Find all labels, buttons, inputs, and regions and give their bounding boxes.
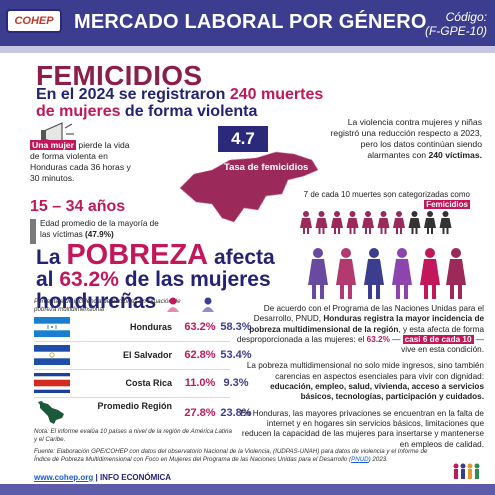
male-value: 53.4% [220, 349, 252, 361]
latin-america-map-icon [38, 401, 64, 424]
country-name: Honduras [129, 322, 172, 332]
male-value: 58.3% [220, 321, 252, 333]
p1-a: De acuerdo con el Programa de las Nacion… [253, 304, 484, 324]
code-label-line2: (F-GPE-10) [424, 24, 487, 38]
table-row: Costa Rica 11.0% 9.3% [34, 373, 249, 393]
el-salvador-flag-icon [34, 345, 70, 365]
page-title: MERCADO LABORAL POR GÉNERO [74, 11, 427, 33]
honduras-flag-icon [34, 317, 70, 337]
p1-pct: 63.2% [366, 334, 390, 344]
woman-figure-icon [362, 211, 374, 234]
female-value: 63.2% [184, 321, 216, 333]
p1-e: — [389, 334, 403, 344]
paragraph-2: La pobreza multidimensional no solo mide… [236, 361, 484, 402]
mujer-text: pierde la vida de forma violenta en Hond… [30, 140, 131, 183]
pobreza-title-a: La [36, 246, 67, 269]
violence-note-count: 240 víctimas. [428, 150, 482, 160]
pobreza-title-big: POBREZA [66, 239, 209, 271]
pobreza-title-c: al [36, 268, 60, 291]
table-row: Promedio Región 27.8% 23.8% [34, 400, 252, 426]
femicide-share-text: 7 de cada 10 muertes son categorizadas c… [300, 190, 470, 210]
age-text: Edad promedio de la mayoría de las vícti… [40, 219, 165, 240]
row-divider [34, 397, 230, 398]
male-value: 23.8% [220, 407, 252, 419]
age-bar-accent [30, 219, 36, 244]
pnud-link[interactable]: PNUD [351, 455, 369, 463]
pobreza-title-d: de las mujeres [118, 268, 271, 291]
mujer-statement: Una mujer pierde la vida de forma violen… [30, 140, 140, 184]
woman-figure-icon [424, 211, 436, 234]
femicidios-title: FEMICIDIOS [36, 60, 203, 91]
women-figures-icon [300, 211, 452, 234]
p1-tag: casi 6 de cada 10 [402, 334, 474, 344]
female-value: 11.0% [184, 377, 216, 389]
people-group-icon [453, 463, 480, 479]
mujer-tag: Una mujer [30, 140, 77, 150]
country-name: Promedio Región [97, 401, 172, 411]
woman-figure-icon [346, 211, 359, 234]
p2-b: educación, empleo, salud, vivienda, acce… [270, 382, 484, 402]
table-footnote: Nota: El informe evalúa 10 países a nive… [34, 428, 232, 443]
female-value: 27.8% [184, 407, 216, 419]
pobreza-title: La POBREZA afecta al 63.2% de las mujere… [36, 241, 296, 313]
footer-bar [0, 484, 495, 495]
website-link[interactable]: www.cohep.org [34, 473, 94, 482]
website-suffix: | INFO ECONÓMICA [93, 473, 172, 482]
table-row: Honduras 63.2% 58.3% [34, 317, 252, 337]
header-bar [0, 0, 495, 46]
age-text-pct: (47.9%) [85, 229, 114, 239]
woman-figure-icon [300, 211, 312, 234]
age-text-part: Edad promedio de la mayoría de las vícti… [40, 219, 159, 239]
subtitle-highlight: 240 muertes [229, 86, 324, 103]
subtitle-highlight-2: de mujeres [36, 103, 121, 120]
femicide-rate-value: 4.7 [218, 126, 268, 152]
pobreza-explanation: De acuerdo con el Programa de las Nacion… [236, 304, 484, 456]
table-row: El Salvador 62.8% 53.4% [34, 345, 252, 365]
pobreza-title-b: afecta [208, 246, 275, 269]
pobreza-title-e: hondureñas [36, 290, 157, 313]
femicide-tag: Femicidios [424, 200, 470, 209]
woman-figure-icon [315, 211, 328, 234]
femicidios-subtitle: En el 2024 se registraron 240 muertes de… [36, 86, 456, 120]
female-icon [167, 297, 179, 312]
violence-note-text: La violencia contra mujeres y niñas regi… [330, 117, 482, 160]
source-text-end: ) 2023. [368, 455, 388, 463]
woman-figure-icon [439, 211, 452, 234]
woman-figure-icon [408, 211, 421, 234]
age-range: 15 – 34 años [30, 198, 126, 215]
paragraph-3: En Honduras, las mayores privaciones se … [240, 408, 485, 449]
document-code: Código: (F-GPE-10) [425, 10, 487, 38]
website-line: www.cohep.org | INFO ECONÓMICA [34, 473, 171, 482]
honduras-map-icon [179, 151, 319, 223]
cohep-logo[interactable]: COHEP [6, 9, 62, 33]
source-text: Fuente: Elaboración GPE/COHEP con datos … [34, 448, 428, 463]
femicide-share-label: 7 de cada 10 muertes son categorizadas c… [303, 190, 470, 199]
country-name: Costa Rica [125, 378, 172, 388]
women-group-illustration [308, 248, 466, 299]
row-divider [34, 341, 230, 342]
p1-f: — vive en esta condición. [401, 334, 484, 355]
pobreza-title-pct: 63.2% [59, 268, 119, 291]
female-value: 62.8% [184, 349, 216, 361]
costa-rica-flag-icon [34, 373, 70, 393]
code-label-line1: Código: [445, 10, 487, 24]
p1-b: Honduras registra la mayor incidencia de… [249, 314, 484, 334]
header-strip [0, 46, 495, 53]
source-note: Fuente: Elaboración GPE/COHEP con datos … [34, 448, 434, 463]
p1-c: , y esta afecta de forma desproporcionad… [236, 324, 484, 344]
p2-a: La pobreza multidimensional no solo mide… [246, 361, 484, 381]
subtitle-part-2: de forma violenta [120, 103, 258, 120]
woman-figure-icon [393, 211, 405, 234]
male-value: 9.3% [223, 377, 249, 389]
violence-note: La violencia contra mujeres y niñas regi… [322, 117, 482, 161]
country-name: El Salvador [122, 350, 172, 360]
male-icon [202, 297, 214, 312]
femicide-rate-label: Tasa de femicidios [224, 162, 309, 173]
table-note: Porcentaje de incidencia de personas en … [34, 298, 181, 313]
paragraph-1: De acuerdo con el Programa de las Nacion… [236, 304, 484, 355]
woman-figure-icon [331, 211, 343, 234]
woman-figure-icon [377, 211, 390, 234]
subtitle-part: En el 2024 se registraron [36, 86, 230, 103]
row-divider [34, 369, 230, 370]
